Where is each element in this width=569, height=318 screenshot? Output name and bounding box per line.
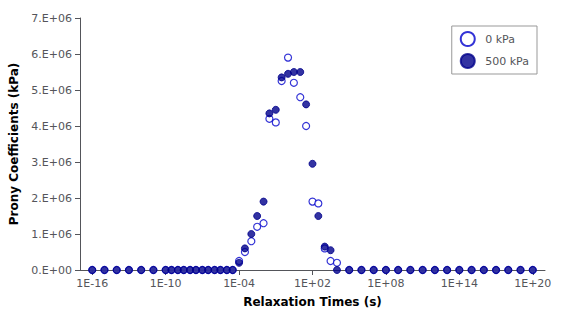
svg-text:2.E+06: 2.E+06 bbox=[31, 192, 72, 205]
svg-text:1E-10: 1E-10 bbox=[150, 277, 182, 290]
svg-text:500 kPa: 500 kPa bbox=[485, 55, 529, 68]
svg-text:1E+14: 1E+14 bbox=[441, 277, 478, 290]
svg-text:1E+20: 1E+20 bbox=[514, 277, 551, 290]
svg-text:1E-16: 1E-16 bbox=[76, 277, 108, 290]
svg-text:0 kPa: 0 kPa bbox=[485, 33, 515, 46]
svg-text:1.E+06: 1.E+06 bbox=[31, 228, 72, 241]
svg-text:7.E+06: 7.E+06 bbox=[31, 12, 72, 25]
svg-text:1E+08: 1E+08 bbox=[367, 277, 404, 290]
svg-text:3.E+06: 3.E+06 bbox=[31, 156, 72, 169]
svg-text:5.E+06: 5.E+06 bbox=[31, 84, 72, 97]
svg-text:1E+02: 1E+02 bbox=[294, 277, 331, 290]
svg-text:6.E+06: 6.E+06 bbox=[31, 48, 72, 61]
svg-text:Prony Coefficients (kPa): Prony Coefficients (kPa) bbox=[7, 63, 21, 226]
svg-text:4.E+06: 4.E+06 bbox=[31, 120, 72, 133]
svg-text:1E-04: 1E-04 bbox=[223, 277, 255, 290]
svg-text:Relaxation Times (s): Relaxation Times (s) bbox=[243, 295, 382, 309]
svg-text:0.E+00: 0.E+00 bbox=[31, 264, 72, 277]
